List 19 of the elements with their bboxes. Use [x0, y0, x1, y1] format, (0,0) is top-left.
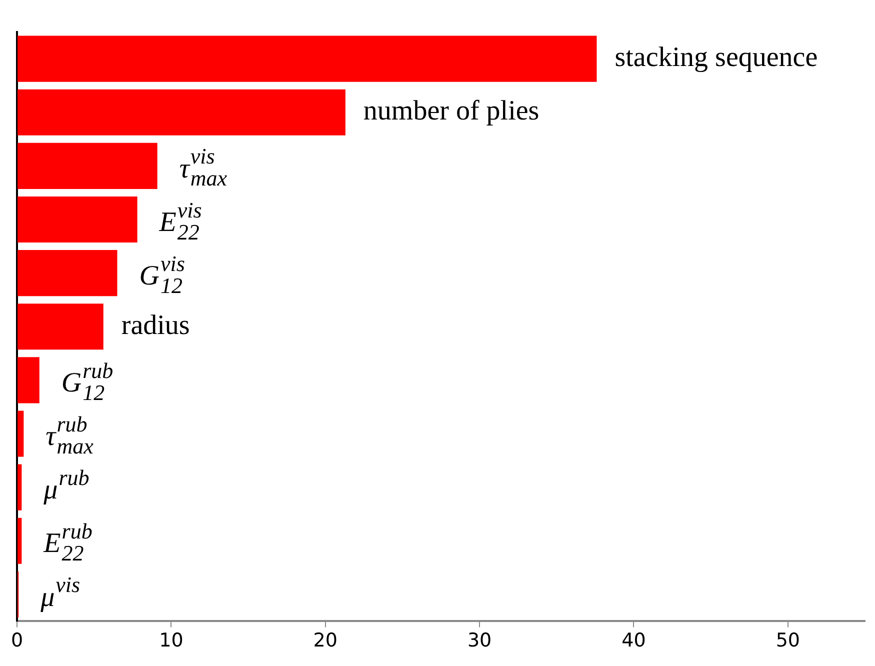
bar	[18, 518, 22, 564]
x-tick-label: 20	[313, 630, 338, 652]
y-tick-label: radius	[121, 310, 190, 341]
bar	[18, 142, 158, 189]
x-tick-label: 40	[622, 630, 646, 652]
y-tick-label: number of plies	[363, 96, 540, 127]
x-tick-label: 50	[776, 630, 800, 652]
bar	[18, 357, 40, 404]
x-tick-label: 30	[467, 630, 492, 652]
bar	[18, 36, 597, 82]
y-tick-label: stacking sequence	[614, 42, 818, 74]
bar	[18, 89, 346, 136]
bar	[18, 196, 138, 243]
bar	[18, 410, 24, 457]
bar	[18, 304, 104, 350]
x-tick-label: 10	[159, 630, 184, 652]
bar	[18, 464, 22, 510]
bar	[18, 250, 118, 296]
x-tick-label: 0	[10, 630, 24, 652]
